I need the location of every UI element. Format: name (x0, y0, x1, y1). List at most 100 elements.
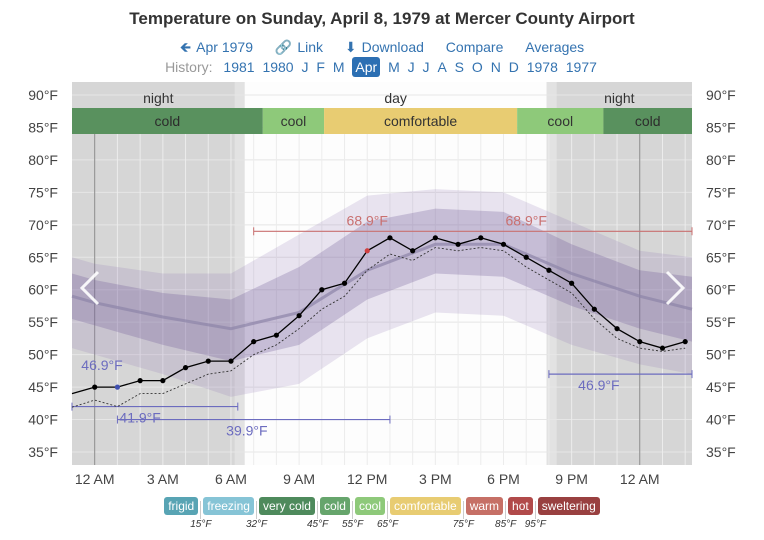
legend-item: cold (319, 497, 350, 515)
history-item[interactable]: 1981 (223, 59, 255, 75)
history-item[interactable]: J (301, 59, 309, 75)
chart-title: Temperature on Sunday, April 8, 1979 at … (129, 9, 635, 28)
x-tick-label: 9 AM (283, 471, 315, 487)
observation-point (614, 326, 620, 332)
prev-month-link[interactable]: 🡸 Apr 1979 (180, 39, 253, 55)
legend-item: hot (508, 497, 533, 515)
legend-separator (255, 501, 257, 519)
observation-point (273, 332, 279, 338)
history-item[interactable]: O (471, 59, 483, 75)
observed-temperature-line (71, 237, 686, 395)
averages-link[interactable]: Averages (525, 39, 585, 55)
download-icon: ⬇ (344, 39, 357, 55)
y-tick-label-right: 65°F (706, 249, 736, 265)
history-item-selected[interactable]: Apr (352, 57, 381, 77)
daylight-label: night (143, 90, 173, 106)
legend-threshold: 75°F (452, 519, 474, 530)
y-tick-label-right: 45°F (706, 379, 736, 395)
comfort-band-label: cool (281, 113, 307, 129)
history-item[interactable]: 1978 (526, 59, 558, 75)
observation-point (500, 241, 507, 247)
history-item[interactable]: 1980 (262, 59, 294, 75)
max-annotation-label: 68.9°F (347, 212, 388, 228)
y-tick-label-right: 70°F (706, 217, 736, 233)
legend-item: freezing (203, 497, 254, 515)
legend-item: warm (465, 497, 504, 515)
history-item[interactable]: 1977 (565, 59, 597, 75)
y-tick-label-left: 35°F (28, 444, 58, 460)
download-label: Download (361, 39, 424, 55)
y-tick-label-right: 80°F (706, 152, 736, 168)
y-tick-label-left: 50°F (28, 347, 58, 363)
legend-separator (505, 501, 507, 519)
observation-point (92, 384, 98, 390)
x-tick-label: 3 AM (147, 471, 179, 487)
x-tick-label: 12 AM (75, 471, 115, 487)
history-item[interactable]: D (508, 59, 519, 75)
legend-threshold: 55°F (341, 519, 364, 530)
legend-threshold: 95°F (524, 519, 546, 530)
observation-point (682, 339, 688, 345)
observation-point (205, 358, 211, 364)
comfort-band-label: cold (635, 113, 661, 129)
y-tick-label-left: 85°F (28, 119, 58, 135)
history-item[interactable]: M (388, 59, 400, 75)
legend-item: cool (354, 497, 385, 515)
legend-separator (200, 501, 202, 519)
comfort-band-label: comfortable (384, 113, 457, 129)
normal-range-10-90 (72, 189, 692, 397)
history-item[interactable]: M (332, 59, 345, 75)
x-tick-label: 12 PM (347, 471, 387, 487)
normal-mean-line (71, 242, 693, 331)
min-annotation-label: 39.9°F (226, 423, 267, 439)
y-tick-label-left: 60°F (28, 282, 58, 298)
legend-item: frigid (164, 497, 199, 515)
observation-point (296, 313, 302, 319)
x-tick-label: 9 PM (555, 471, 588, 487)
observation-point (478, 235, 484, 241)
history-item[interactable]: N (490, 59, 501, 75)
min-annotation-label: 46.9°F (81, 357, 122, 373)
observation-point (387, 235, 393, 241)
y-tick-label-right: 85°F (706, 119, 736, 135)
legend-separator (534, 501, 536, 519)
history-item[interactable]: A (437, 59, 447, 75)
observation-point (569, 280, 575, 286)
observation-point (319, 287, 325, 293)
observation-point (228, 358, 234, 364)
compare-link[interactable]: Compare (445, 39, 504, 55)
history-item[interactable]: S (454, 59, 465, 75)
history-item[interactable]: J (422, 59, 430, 75)
legend-threshold: 32°F (245, 519, 268, 530)
twilight-shade (546, 82, 557, 465)
dew-point-line (71, 247, 686, 408)
observation-point (410, 248, 416, 254)
twilight-shade (234, 82, 245, 465)
comfort-band-segment (72, 108, 263, 134)
min-annotation-label: 41.9°F (119, 410, 160, 426)
comfort-band-segment (324, 108, 518, 134)
comfort-legend: frigid freezing very cold cold cool comfortab… (0, 497, 764, 519)
y-tick-label-right: 55°F (706, 314, 736, 330)
prev-month-label: Apr 1979 (196, 39, 253, 55)
night-shade (72, 82, 245, 465)
link-button[interactable]: 🔗 Link (275, 39, 323, 55)
y-tick-label-right: 60°F (706, 282, 736, 298)
history-item[interactable]: J (407, 59, 415, 75)
y-tick-label-right: 90°F (706, 87, 736, 103)
toolbar: 🡸 Apr 1979 🔗 Link ⬇ Download Compare Averag… (0, 37, 764, 61)
y-tick-label-left: 90°F (28, 87, 58, 103)
y-tick-label-right: 35°F (706, 444, 736, 460)
y-tick-label-right: 50°F (706, 347, 736, 363)
history-item[interactable]: F (316, 59, 325, 75)
download-button[interactable]: ⬇ Download (345, 39, 424, 55)
observation-point (455, 241, 461, 247)
observation-point (591, 306, 597, 312)
comfort-band-label: cool (547, 113, 573, 129)
x-tick-label: 3 PM (419, 471, 452, 487)
observation-point (137, 378, 143, 384)
x-tick-label: 6 AM (215, 471, 247, 487)
y-tick-label-right: 40°F (706, 412, 736, 428)
min-annotation-label: 46.9°F (578, 377, 619, 393)
